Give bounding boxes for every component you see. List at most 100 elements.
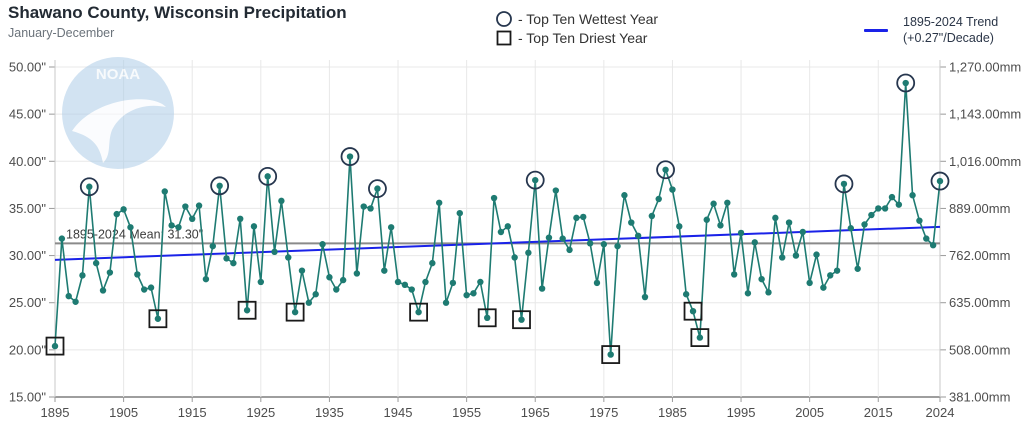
data-point-1898[interactable] (72, 298, 79, 305)
data-point-1915[interactable] (189, 215, 196, 222)
data-point-2021[interactable] (916, 217, 923, 224)
data-point-1980[interactable] (634, 232, 642, 239)
data-point-1970[interactable] (566, 246, 573, 254)
data-point-2023[interactable] (929, 242, 937, 249)
data-point-1932[interactable] (305, 299, 313, 306)
data-point-1975[interactable] (600, 241, 608, 248)
data-point-2012[interactable] (854, 265, 861, 272)
data-point-1928[interactable] (278, 197, 285, 205)
data-point-1918[interactable] (209, 242, 216, 250)
data-point-1986[interactable] (676, 223, 683, 230)
data-point-1972[interactable] (580, 213, 587, 221)
data-point-2007[interactable] (820, 284, 827, 291)
data-point-2014[interactable] (868, 211, 875, 219)
data-point-1925[interactable] (257, 278, 265, 286)
data-point-2011[interactable] (847, 225, 855, 232)
data-point-1923[interactable] (243, 307, 251, 314)
data-point-1936[interactable] (333, 286, 340, 293)
data-point-1998[interactable] (758, 275, 765, 283)
data-point-1933[interactable] (312, 291, 319, 298)
data-point-1954[interactable] (456, 209, 463, 217)
data-point-1997[interactable] (751, 239, 758, 246)
data-point-1910[interactable] (154, 315, 162, 322)
data-point-1903[interactable] (106, 269, 114, 276)
data-point-1994[interactable] (730, 271, 738, 278)
data-point-2013[interactable] (861, 221, 868, 228)
data-point-1987[interactable] (682, 291, 690, 298)
data-point-1963[interactable] (518, 316, 525, 323)
data-point-1899[interactable] (79, 272, 86, 279)
data-point-1996[interactable] (744, 290, 752, 297)
data-point-1904[interactable] (113, 210, 120, 218)
data-point-1989[interactable] (696, 334, 704, 341)
data-point-1939[interactable] (353, 270, 361, 277)
data-point-1957[interactable] (477, 278, 484, 286)
data-point-1966[interactable] (538, 285, 546, 292)
data-point-1984[interactable] (662, 166, 669, 173)
data-point-2017[interactable] (888, 193, 896, 201)
data-point-1999[interactable] (765, 289, 772, 296)
data-point-1977[interactable] (614, 242, 621, 250)
data-point-1958[interactable] (484, 314, 491, 321)
data-point-2019[interactable] (902, 79, 909, 87)
data-point-1953[interactable] (449, 279, 457, 287)
data-point-1922[interactable] (237, 215, 244, 222)
data-point-2006[interactable] (813, 251, 820, 258)
data-point-1992[interactable] (717, 222, 724, 229)
data-point-1920[interactable] (223, 255, 230, 262)
data-point-1985[interactable] (669, 186, 676, 193)
data-point-1952[interactable] (442, 299, 450, 306)
data-point-1948[interactable] (415, 308, 422, 316)
data-point-1995[interactable] (737, 229, 745, 237)
data-point-1956[interactable] (470, 290, 477, 297)
data-point-1927[interactable] (271, 248, 278, 255)
data-point-1942[interactable] (374, 185, 381, 192)
data-point-1974[interactable] (593, 279, 601, 287)
data-point-2016[interactable] (881, 205, 889, 212)
data-point-1961[interactable] (504, 223, 511, 230)
data-point-1895[interactable] (51, 342, 59, 350)
data-point-1935[interactable] (326, 274, 333, 281)
data-point-1905[interactable] (120, 206, 127, 213)
data-point-1949[interactable] (422, 278, 429, 286)
data-point-2015[interactable] (875, 205, 882, 212)
data-point-1965[interactable] (532, 176, 539, 184)
data-point-1983[interactable] (655, 195, 662, 203)
data-point-1960[interactable] (497, 228, 505, 236)
data-point-1913[interactable] (175, 224, 182, 231)
data-point-1976[interactable] (607, 351, 614, 358)
data-point-2000[interactable] (772, 214, 779, 222)
data-point-1993[interactable] (724, 199, 731, 206)
data-point-1916[interactable] (195, 202, 203, 209)
data-point-1929[interactable] (285, 254, 292, 261)
data-point-2004[interactable] (799, 228, 806, 236)
data-point-2008[interactable] (827, 272, 834, 279)
data-point-1943[interactable] (381, 267, 388, 274)
data-point-1951[interactable] (435, 199, 443, 206)
data-point-1906[interactable] (127, 224, 134, 231)
data-point-1981[interactable] (641, 293, 649, 301)
data-point-1917[interactable] (202, 275, 210, 283)
data-point-1978[interactable] (621, 192, 628, 199)
data-point-1931[interactable] (298, 267, 306, 274)
data-point-2022[interactable] (923, 235, 930, 242)
data-point-1941[interactable] (367, 205, 374, 212)
data-point-1968[interactable] (552, 187, 560, 194)
data-point-1950[interactable] (429, 259, 436, 267)
data-point-1964[interactable] (525, 249, 532, 256)
data-point-1914[interactable] (182, 203, 189, 210)
data-point-1912[interactable] (168, 222, 175, 229)
data-point-2002[interactable] (785, 219, 793, 226)
data-point-1979[interactable] (628, 219, 635, 226)
data-point-1921[interactable] (230, 259, 237, 267)
data-point-2009[interactable] (833, 267, 841, 274)
data-point-1969[interactable] (559, 235, 566, 242)
data-point-1967[interactable] (545, 234, 553, 241)
data-point-1988[interactable] (689, 308, 697, 315)
data-point-1926[interactable] (264, 173, 271, 180)
data-point-1971[interactable] (573, 214, 580, 222)
data-point-1911[interactable] (161, 188, 168, 195)
data-point-1897[interactable] (65, 292, 72, 300)
data-point-1930[interactable] (291, 308, 299, 316)
data-point-1907[interactable] (134, 271, 141, 278)
